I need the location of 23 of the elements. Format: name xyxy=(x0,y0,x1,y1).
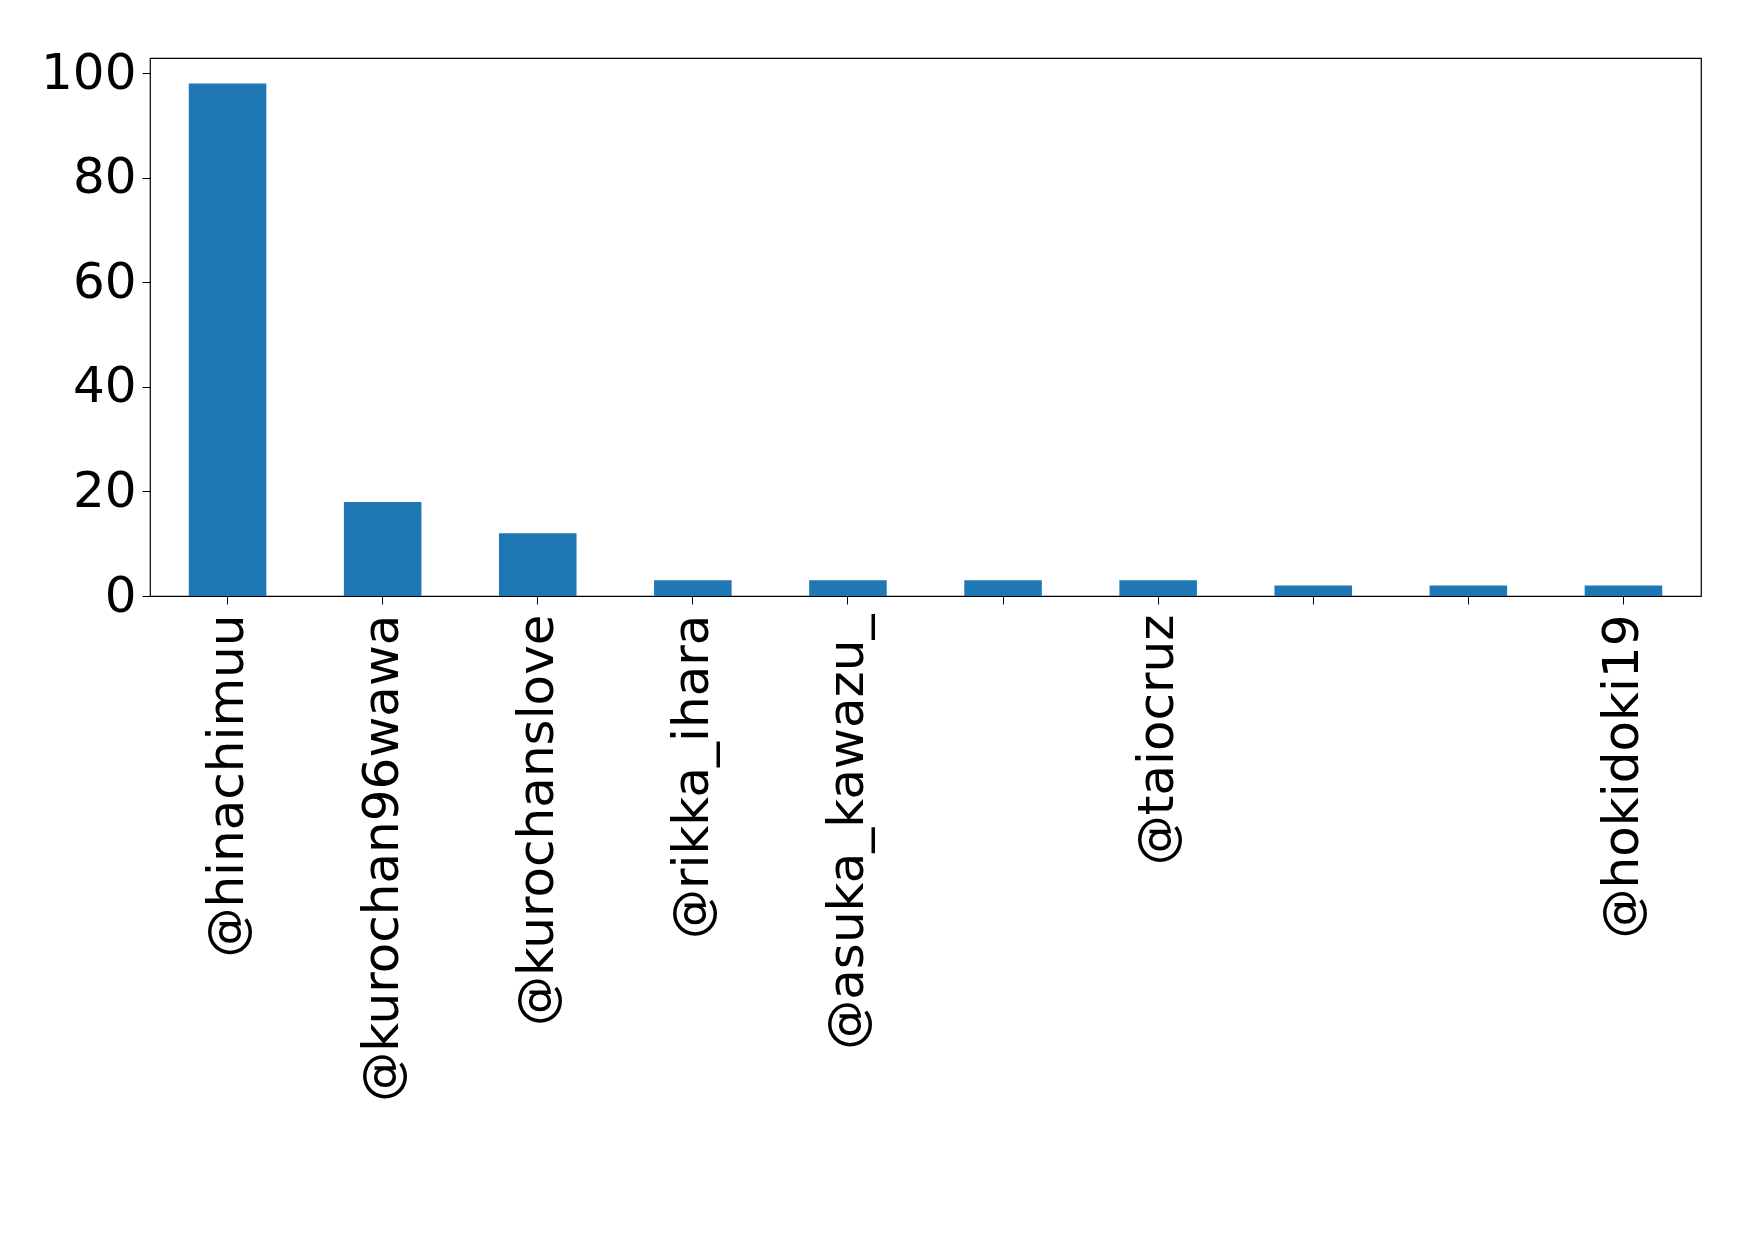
x-tick-label: @kurochanslove xyxy=(506,614,565,1027)
y-tick-label: 100 xyxy=(41,42,137,101)
bar xyxy=(964,580,1042,596)
y-tick-label: 0 xyxy=(104,565,137,624)
bar xyxy=(654,580,732,596)
x-tick-label: @asuka_kawazu_ xyxy=(816,613,875,1050)
x-tick-label: @rikka_ihara xyxy=(661,614,720,940)
x-tick-label: @hinachimuu xyxy=(196,614,255,958)
bar xyxy=(1429,585,1508,596)
x-tick-label: @taiocruz xyxy=(1127,614,1186,866)
y-tick-label: 60 xyxy=(72,251,137,310)
bar xyxy=(188,83,267,596)
y-tick-label: 40 xyxy=(72,356,137,415)
bar xyxy=(1584,585,1663,596)
bar xyxy=(1274,585,1353,596)
y-tick-label: 20 xyxy=(72,460,137,519)
bar xyxy=(498,533,577,596)
x-tick-label: @kurochan96wawa xyxy=(351,614,410,1102)
x-tick-label: @hokidoki19 xyxy=(1592,614,1651,939)
bar xyxy=(1119,580,1197,596)
y-tick-label: 80 xyxy=(72,147,137,206)
bar xyxy=(343,501,422,596)
bar xyxy=(809,580,887,596)
